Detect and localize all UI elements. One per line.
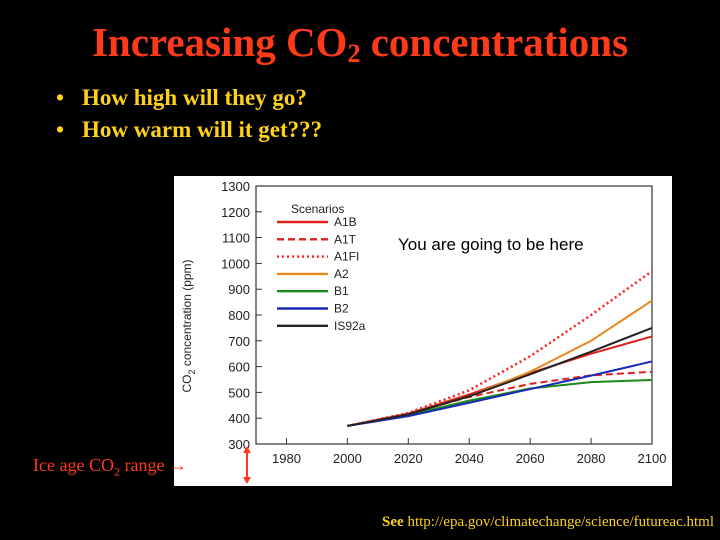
series-line-a1fi — [347, 270, 653, 428]
x-tick-label: 2000 — [333, 451, 362, 466]
legend-label: B2 — [334, 302, 349, 316]
slide-title: Increasing CO2 concentrations — [91, 19, 629, 68]
x-tick-label: 2020 — [394, 451, 423, 466]
series-line-a1t — [347, 370, 653, 427]
y-tick-label: 900 — [228, 282, 250, 297]
x-tick-label: 2040 — [455, 451, 484, 466]
y-tick-label: 400 — [228, 411, 250, 426]
y-tick-label: 600 — [228, 360, 250, 375]
bullet-list: • How high will they go? • How warm will i… — [56, 82, 322, 146]
y-tick-label: 300 — [228, 437, 250, 452]
ice-age-range-marker — [243, 446, 251, 484]
y-tick-label: 1300 — [221, 179, 250, 194]
y-tick-label: 1000 — [221, 256, 250, 271]
bullet-item: • How high will they go? — [56, 85, 307, 110]
chart-annotation: You are going to be here — [398, 235, 584, 254]
series-line-is92a — [347, 326, 653, 427]
y-axis-label: CO2 concentration (ppm) — [180, 259, 197, 392]
legend-label: A2 — [334, 267, 349, 281]
y-tick-label: 500 — [228, 385, 250, 400]
co2-projection-chart: 300 400 500 600 700 800 900 1000 1100 1200 1300 198… — [180, 179, 667, 466]
bullet-item: • How warm will it get??? — [56, 117, 323, 142]
legend-title: Scenarios — [291, 202, 344, 216]
chart-panel: 300 400 500 600 700 800 900 1000 1100 1200 1300 198… — [174, 176, 672, 486]
x-tick-label: 2060 — [516, 451, 545, 466]
x-tick-label: 2080 — [577, 451, 606, 466]
arrow-right-icon: → — [168, 455, 187, 475]
series-line-b2 — [347, 360, 653, 427]
y-tick-label: 1200 — [221, 205, 250, 220]
ice-age-range-label: Ice age CO2 range → — [33, 455, 187, 479]
series-line-a2 — [347, 299, 653, 427]
y-tick-label: 800 — [228, 308, 250, 323]
legend-label: IS92a — [334, 319, 366, 333]
source-link[interactable]: http://epa.gov/climatechange/science/fut… — [407, 514, 714, 530]
x-tick-label: 1980 — [272, 451, 301, 466]
legend-label: B1 — [334, 284, 349, 298]
y-tick-label: 700 — [228, 334, 250, 349]
legend-label: A1FI — [334, 250, 359, 264]
source-reference: See http://epa.gov/climatechange/science… — [382, 514, 714, 530]
legend-label: A1B — [334, 215, 357, 229]
legend-label: A1T — [334, 232, 357, 246]
y-tick-label: 1100 — [222, 231, 250, 246]
x-tick-label: 2100 — [638, 451, 667, 466]
